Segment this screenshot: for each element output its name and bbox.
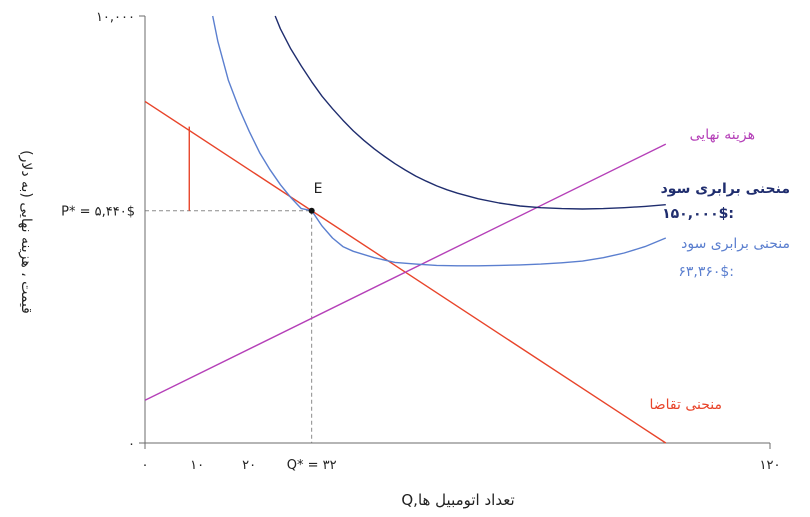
y-tick-label: ۰ — [128, 437, 135, 452]
axes — [144, 16, 770, 444]
x-tick-label: Q* = ۳۲ — [287, 458, 337, 473]
series-label-demand: منحنی تقاضا — [649, 397, 722, 413]
x-tick-label: ۱۰ — [190, 458, 204, 473]
ticks: ۰ ۱۰ ۲۰ Q* = ۳۲ ۱۲۰ ۰ P* = ۵,۴۴۰$ ۱۰,۰۰۰ — [61, 10, 780, 473]
isoprofit-curve-high — [274, 15, 666, 210]
labels: Q,تعداد اتومبیل ها قیمت ، هزینه نهایی (ب… — [18, 127, 790, 509]
y-tick-label: ۱۰,۰۰۰ — [96, 10, 135, 25]
y-axis-title: قیمت ، هزینه نهایی (به دلار) — [18, 150, 34, 314]
series-value-isoprofit-low: ۶۳,۳۶۰$: — [678, 264, 734, 280]
series-label-isoprofit-low: منحنی برابری سود — [681, 236, 790, 252]
series-value-isoprofit-high: ۱۵۰,۰۰۰$: — [662, 206, 734, 222]
equilibrium-point — [308, 207, 315, 214]
point-e-label: E — [314, 181, 323, 197]
x-tick-label: ۱۲۰ — [760, 458, 781, 473]
series-label-isoprofit-high: منحنی برابری سود — [661, 181, 790, 197]
curves — [144, 15, 667, 444]
guide-lines — [145, 210, 313, 443]
x-tick-label: ۰ — [142, 458, 149, 473]
series-label-marginal-cost: هزینه نهایی — [690, 127, 755, 143]
x-tick-label: ۲۰ — [242, 458, 256, 473]
y-tick-label: P* = ۵,۴۴۰$ — [61, 205, 135, 220]
x-axis-title: Q,تعداد اتومبیل ها — [401, 491, 514, 509]
isoprofit-curve-low — [212, 15, 667, 267]
marginal-cost-curve — [144, 143, 667, 401]
